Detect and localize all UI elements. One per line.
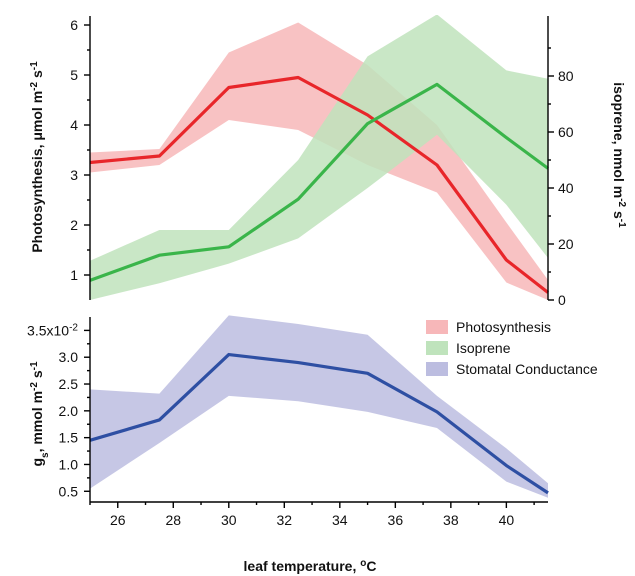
legend-swatch-isoprene xyxy=(426,341,448,355)
top-left-tick-label: 1 xyxy=(70,267,78,283)
bottom-tick-label: 2.5 xyxy=(59,376,79,392)
stomatal-conductance-line xyxy=(89,352,549,495)
photosynthesis-line xyxy=(89,75,549,294)
axes xyxy=(84,16,554,508)
legend-swatch-stomatal-conductance xyxy=(426,362,448,376)
photosynthesis-band xyxy=(90,22,548,300)
x-tick-label: 38 xyxy=(443,512,459,528)
x-axis-title: leaf temperature, oC xyxy=(244,558,377,575)
x-tick-label: 34 xyxy=(332,512,348,528)
bottom-tick-label: 1.0 xyxy=(59,456,79,472)
bottom-axis-title: gs, mmol m-2 s-1 xyxy=(29,361,51,467)
legend: Photosynthesis Isoprene Stomatal Conduct… xyxy=(426,319,598,377)
top-right-tick-label: 60 xyxy=(558,124,574,140)
top-panel-lines xyxy=(89,75,549,294)
bottom-tick-label: 0.5 xyxy=(59,483,79,499)
top-left-tick-label: 4 xyxy=(70,117,78,133)
legend-swatch-photosynthesis xyxy=(426,320,448,334)
top-left-tick-label: 3 xyxy=(70,167,78,183)
top-right-tick-label: 80 xyxy=(558,68,574,84)
x-tick-label: 36 xyxy=(388,512,404,528)
top-left-tick-label: 2 xyxy=(70,217,78,233)
legend-label-stomatal-conductance: Stomatal Conductance xyxy=(456,361,598,377)
tick-labels: 1234560204060800.51.01.52.02.53.03.5x10-… xyxy=(27,17,574,528)
isoprene-line xyxy=(89,82,549,282)
top-right-axis-title: isoprene, nmol m-2 s-1 xyxy=(611,82,628,228)
top-right-tick-label: 40 xyxy=(558,180,574,196)
top-left-tick-label: 6 xyxy=(70,17,78,33)
bottom-tick-label: 3.5x10-2 xyxy=(27,322,78,339)
x-tick-label: 26 xyxy=(110,512,126,528)
bottom-tick-label: 1.5 xyxy=(59,430,79,446)
legend-label-photosynthesis: Photosynthesis xyxy=(456,319,551,335)
top-left-tick-label: 5 xyxy=(70,67,78,83)
legend-label-isoprene: Isoprene xyxy=(456,340,511,356)
top-right-tick-label: 20 xyxy=(558,236,574,252)
x-tick-label: 28 xyxy=(165,512,181,528)
x-tick-label: 32 xyxy=(277,512,293,528)
bottom-tick-label: 2.0 xyxy=(59,403,79,419)
x-tick-label: 30 xyxy=(221,512,237,528)
stomatal-conductance-band xyxy=(90,315,548,498)
bottom-panel-bands xyxy=(90,315,548,498)
bottom-panel-lines xyxy=(89,352,549,495)
x-tick-label: 40 xyxy=(499,512,515,528)
bottom-tick-label: 3.0 xyxy=(59,349,79,365)
top-right-tick-label: 0 xyxy=(558,292,566,308)
top-left-axis-title: Photosynthesis, μmol m-2 s-1 xyxy=(29,61,46,253)
